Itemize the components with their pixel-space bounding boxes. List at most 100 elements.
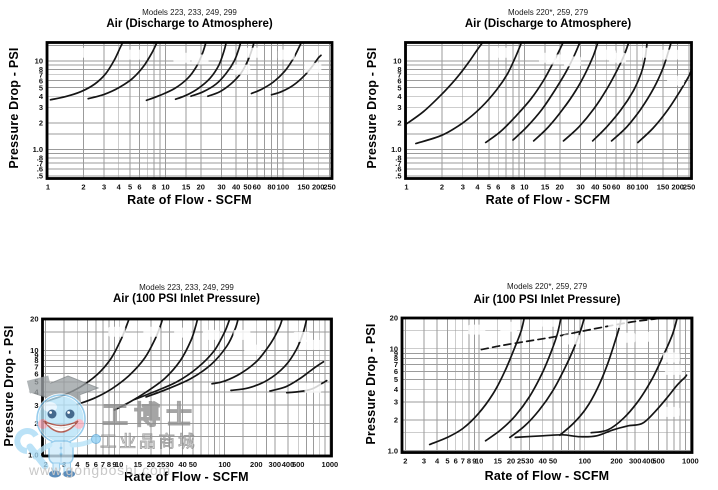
x-axis-label: Rate of Flow - SCFM <box>124 470 249 484</box>
x-tick-label: 4 <box>435 457 440 466</box>
mascot-arm-right <box>69 437 96 448</box>
y-tick-label: 8 <box>34 356 38 365</box>
y-tick-label: .6 <box>37 165 43 174</box>
x-axis-label: Rate of Flow - SCFM <box>127 193 252 207</box>
x-tick-label: 30 <box>525 457 533 466</box>
x-tick-label: 200 <box>610 457 623 466</box>
plot-frame <box>45 41 334 180</box>
x-tick-label: 50 <box>189 460 197 469</box>
y-tick-label: 9 <box>394 349 398 358</box>
x-tick-label: 8 <box>107 460 111 469</box>
curve-3 <box>484 42 565 144</box>
x-tick-label: 50 <box>603 183 611 192</box>
y-tick-label: 5 <box>397 83 401 92</box>
x-tick-label: 300 <box>269 460 282 469</box>
x-tick-label: 40 <box>232 183 240 192</box>
x-tick-label: 300 <box>629 457 642 466</box>
x-tick-label: 2 <box>403 457 407 466</box>
y-tick-label: 20 <box>390 314 398 323</box>
y-tick-label: .8 <box>37 154 43 163</box>
y-tick-label: 2 <box>397 119 401 128</box>
flow-curves <box>405 42 692 145</box>
watermark-url-text: www.gongboshi.com <box>28 462 171 478</box>
y-tick-label: 9 <box>34 351 38 360</box>
mascot-head-highlight <box>43 402 57 412</box>
curve-4 <box>512 42 581 141</box>
plot-area: 1 2 3 4 5 6 8 10 15 20 30 40 50 60 80 100 150 20025010876… <box>391 41 695 192</box>
curve-7 <box>250 42 303 95</box>
watermark: 工博士 工业品商城 www.gongboshi.com <box>14 375 198 478</box>
x-tick-label: 9 <box>472 457 476 466</box>
x-tick-label: 80 <box>627 183 635 192</box>
x-tick-label: 10 <box>475 457 483 466</box>
x-tick-label: 3 <box>422 457 426 466</box>
x-tick-label: 15 <box>541 183 549 192</box>
y-tick-label: 7 <box>34 362 38 371</box>
x-tick-label: 10 <box>161 183 169 192</box>
mascot-eye-glint-left <box>49 411 52 414</box>
y-tick-label: 3 <box>394 398 398 407</box>
curve-4 <box>558 318 622 437</box>
x-tick-label: 25 <box>157 460 165 469</box>
curve-1 <box>428 318 526 446</box>
x-tick-label: 8 <box>511 183 515 192</box>
flow-curves <box>44 319 328 411</box>
mascot-hand-right <box>91 434 101 444</box>
mascot-button <box>59 446 63 450</box>
x-tick-label: 1000 <box>322 460 339 469</box>
x-tick-label: 4 <box>475 183 480 192</box>
x-tick-label: 5 <box>445 457 449 466</box>
mascot-eye-glint-right <box>67 411 70 414</box>
chart-air-100psi-models-220: Models 220*, 259, 279 Air (100 PSI Inlet… <box>359 270 718 490</box>
x-tick-label: 5 <box>128 183 132 192</box>
x-tick-label: 1 <box>46 183 50 192</box>
wrench-head-icon <box>14 428 39 454</box>
curve-5 <box>190 42 242 98</box>
y-tick-label: 10 <box>30 346 38 355</box>
plot-area: 1 2 3 4 5 6 8 10 15 20 30 40 50 60 80 100 150 20025010876… <box>33 41 336 192</box>
x-tick-label: 4 <box>75 460 80 469</box>
x-tick-label: 2 <box>440 183 444 192</box>
x-tick-label: 8 <box>152 183 156 192</box>
tick-labels: 1 2 3 4 5 6 8 10 15 20 30 40 50 60 80 100 150 20025010876… <box>33 57 336 192</box>
ghost-label-marks <box>82 47 322 75</box>
chart-model-label: Models 220*, 259, 279 <box>506 282 588 291</box>
x-tick-label: 2 <box>81 183 85 192</box>
x-tick-label: 150 <box>657 183 670 192</box>
x-axis-label: Rate of Flow - SCFM <box>484 469 610 483</box>
y-tick-label: 3 <box>34 401 38 410</box>
y-tick-label: 8 <box>394 354 398 363</box>
mascot-cap-flap <box>26 375 52 394</box>
mascot-mouth <box>43 420 79 433</box>
x-tick-label: 15 <box>134 460 142 469</box>
y-tick-label: 10 <box>35 57 43 66</box>
curve-dashed <box>480 318 668 351</box>
x-tick-label: 6 <box>454 457 458 466</box>
y-tick-label: .5 <box>395 172 401 181</box>
curve-2 <box>484 318 562 442</box>
x-tick-label: 25 <box>517 457 525 466</box>
x-tick-label: 3 <box>102 183 106 192</box>
y-tick-label: 20 <box>30 315 38 324</box>
x-tick-label: 40 <box>539 457 547 466</box>
y-tick-label: 7 <box>39 70 43 79</box>
x-tick-label: 400 <box>282 460 295 469</box>
watermark-tagline-text: 工业品商城 <box>100 432 198 451</box>
y-tick-label: 8 <box>39 65 43 74</box>
y-tick-label: 4 <box>39 92 44 101</box>
y-tick-label: 10 <box>390 344 398 353</box>
x-tick-label: 6 <box>137 183 141 192</box>
chart-model-label: Models 223, 233, 249, 299 <box>139 283 234 292</box>
x-tick-label: 30 <box>576 183 584 192</box>
x-tick-label: 100 <box>277 183 290 192</box>
x-tick-label: 80 <box>267 183 275 192</box>
ghost-label-marks <box>468 318 682 417</box>
y-tick-label: 3 <box>39 103 43 112</box>
curve-3 <box>508 318 586 439</box>
x-tick-label: 50 <box>549 457 557 466</box>
x-tick-label: 7 <box>461 457 465 466</box>
x-tick-label: 1000 <box>682 457 699 466</box>
chart-title: Air (100 PSI Inlet Pressure) <box>112 293 260 305</box>
x-tick-label: 6 <box>94 460 98 469</box>
